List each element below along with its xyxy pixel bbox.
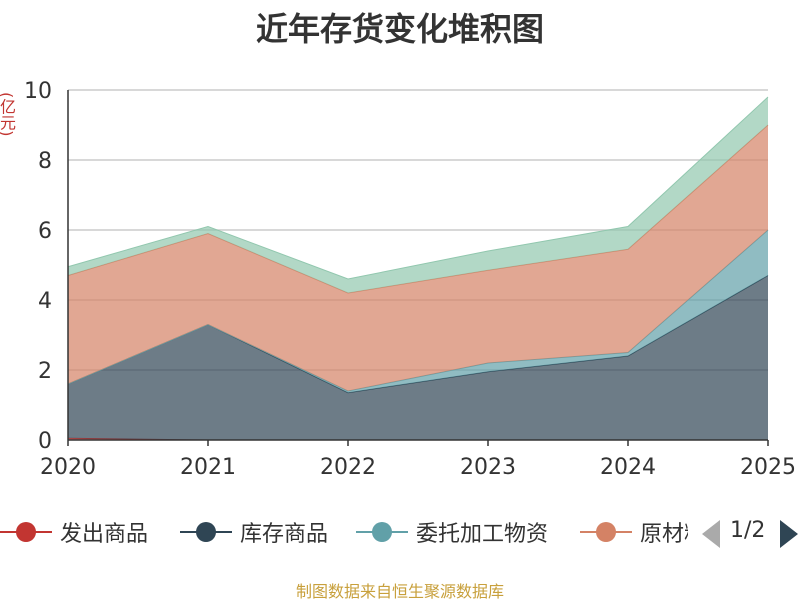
x-tick-label: 2023 (460, 455, 516, 480)
prev-page-icon[interactable] (702, 520, 720, 548)
y-axis-unit-label: (亿元) (0, 92, 16, 137)
y-tick-label: 10 (24, 79, 52, 104)
legend-item[interactable]: 发出商品 (0, 510, 148, 554)
x-tick-label: 2025 (740, 455, 796, 480)
legend: 发出商品 库存商品 委托加工物资 原材料 (0, 510, 800, 554)
x-tick-label: 2021 (180, 455, 236, 480)
area-series (67, 96, 769, 441)
x-tick-label: 2024 (600, 455, 656, 480)
y-tick-label: 6 (38, 219, 52, 244)
y-tick-label: 0 (38, 429, 52, 454)
legend-marker-icon (0, 517, 52, 547)
axes: 0 2 4 6 8 10 2020 2021 2022 2023 2024 2025 (24, 79, 796, 480)
y-tick-label: 8 (38, 149, 52, 174)
legend-marker-icon (180, 517, 232, 547)
area-series-3 (68, 125, 768, 391)
legend-item[interactable]: 原材料 (580, 510, 688, 554)
legend-item[interactable]: 委托加工物资 (356, 510, 548, 554)
source-note: 制图数据来自恒生聚源数据库 (295, 582, 504, 601)
legend-marker-icon (580, 517, 632, 547)
legend-label: 委托加工物资 (416, 522, 549, 547)
legend-pager: 1/2 (700, 510, 800, 554)
chart-title: 近年存货变化堆积图 (255, 10, 544, 48)
area-series-4 (68, 97, 768, 293)
series-line-4 (67, 96, 769, 280)
x-tick-label: 2020 (40, 455, 96, 480)
next-page-icon[interactable] (780, 520, 798, 548)
legend-label: 发出商品 (60, 522, 149, 547)
legend-label: 原材料 (640, 522, 688, 547)
legend-item[interactable]: 库存商品 (180, 510, 328, 554)
legend-items: 发出商品 库存商品 委托加工物资 原材料 (0, 510, 688, 554)
y-tick-label: 4 (38, 289, 52, 314)
pager-text: 1/2 (730, 518, 766, 543)
legend-marker-icon (356, 517, 408, 547)
area-series-1 (68, 275, 768, 440)
x-tick-label: 2022 (320, 455, 376, 480)
y-tick-label: 2 (38, 359, 52, 384)
legend-label: 库存商品 (240, 522, 329, 547)
